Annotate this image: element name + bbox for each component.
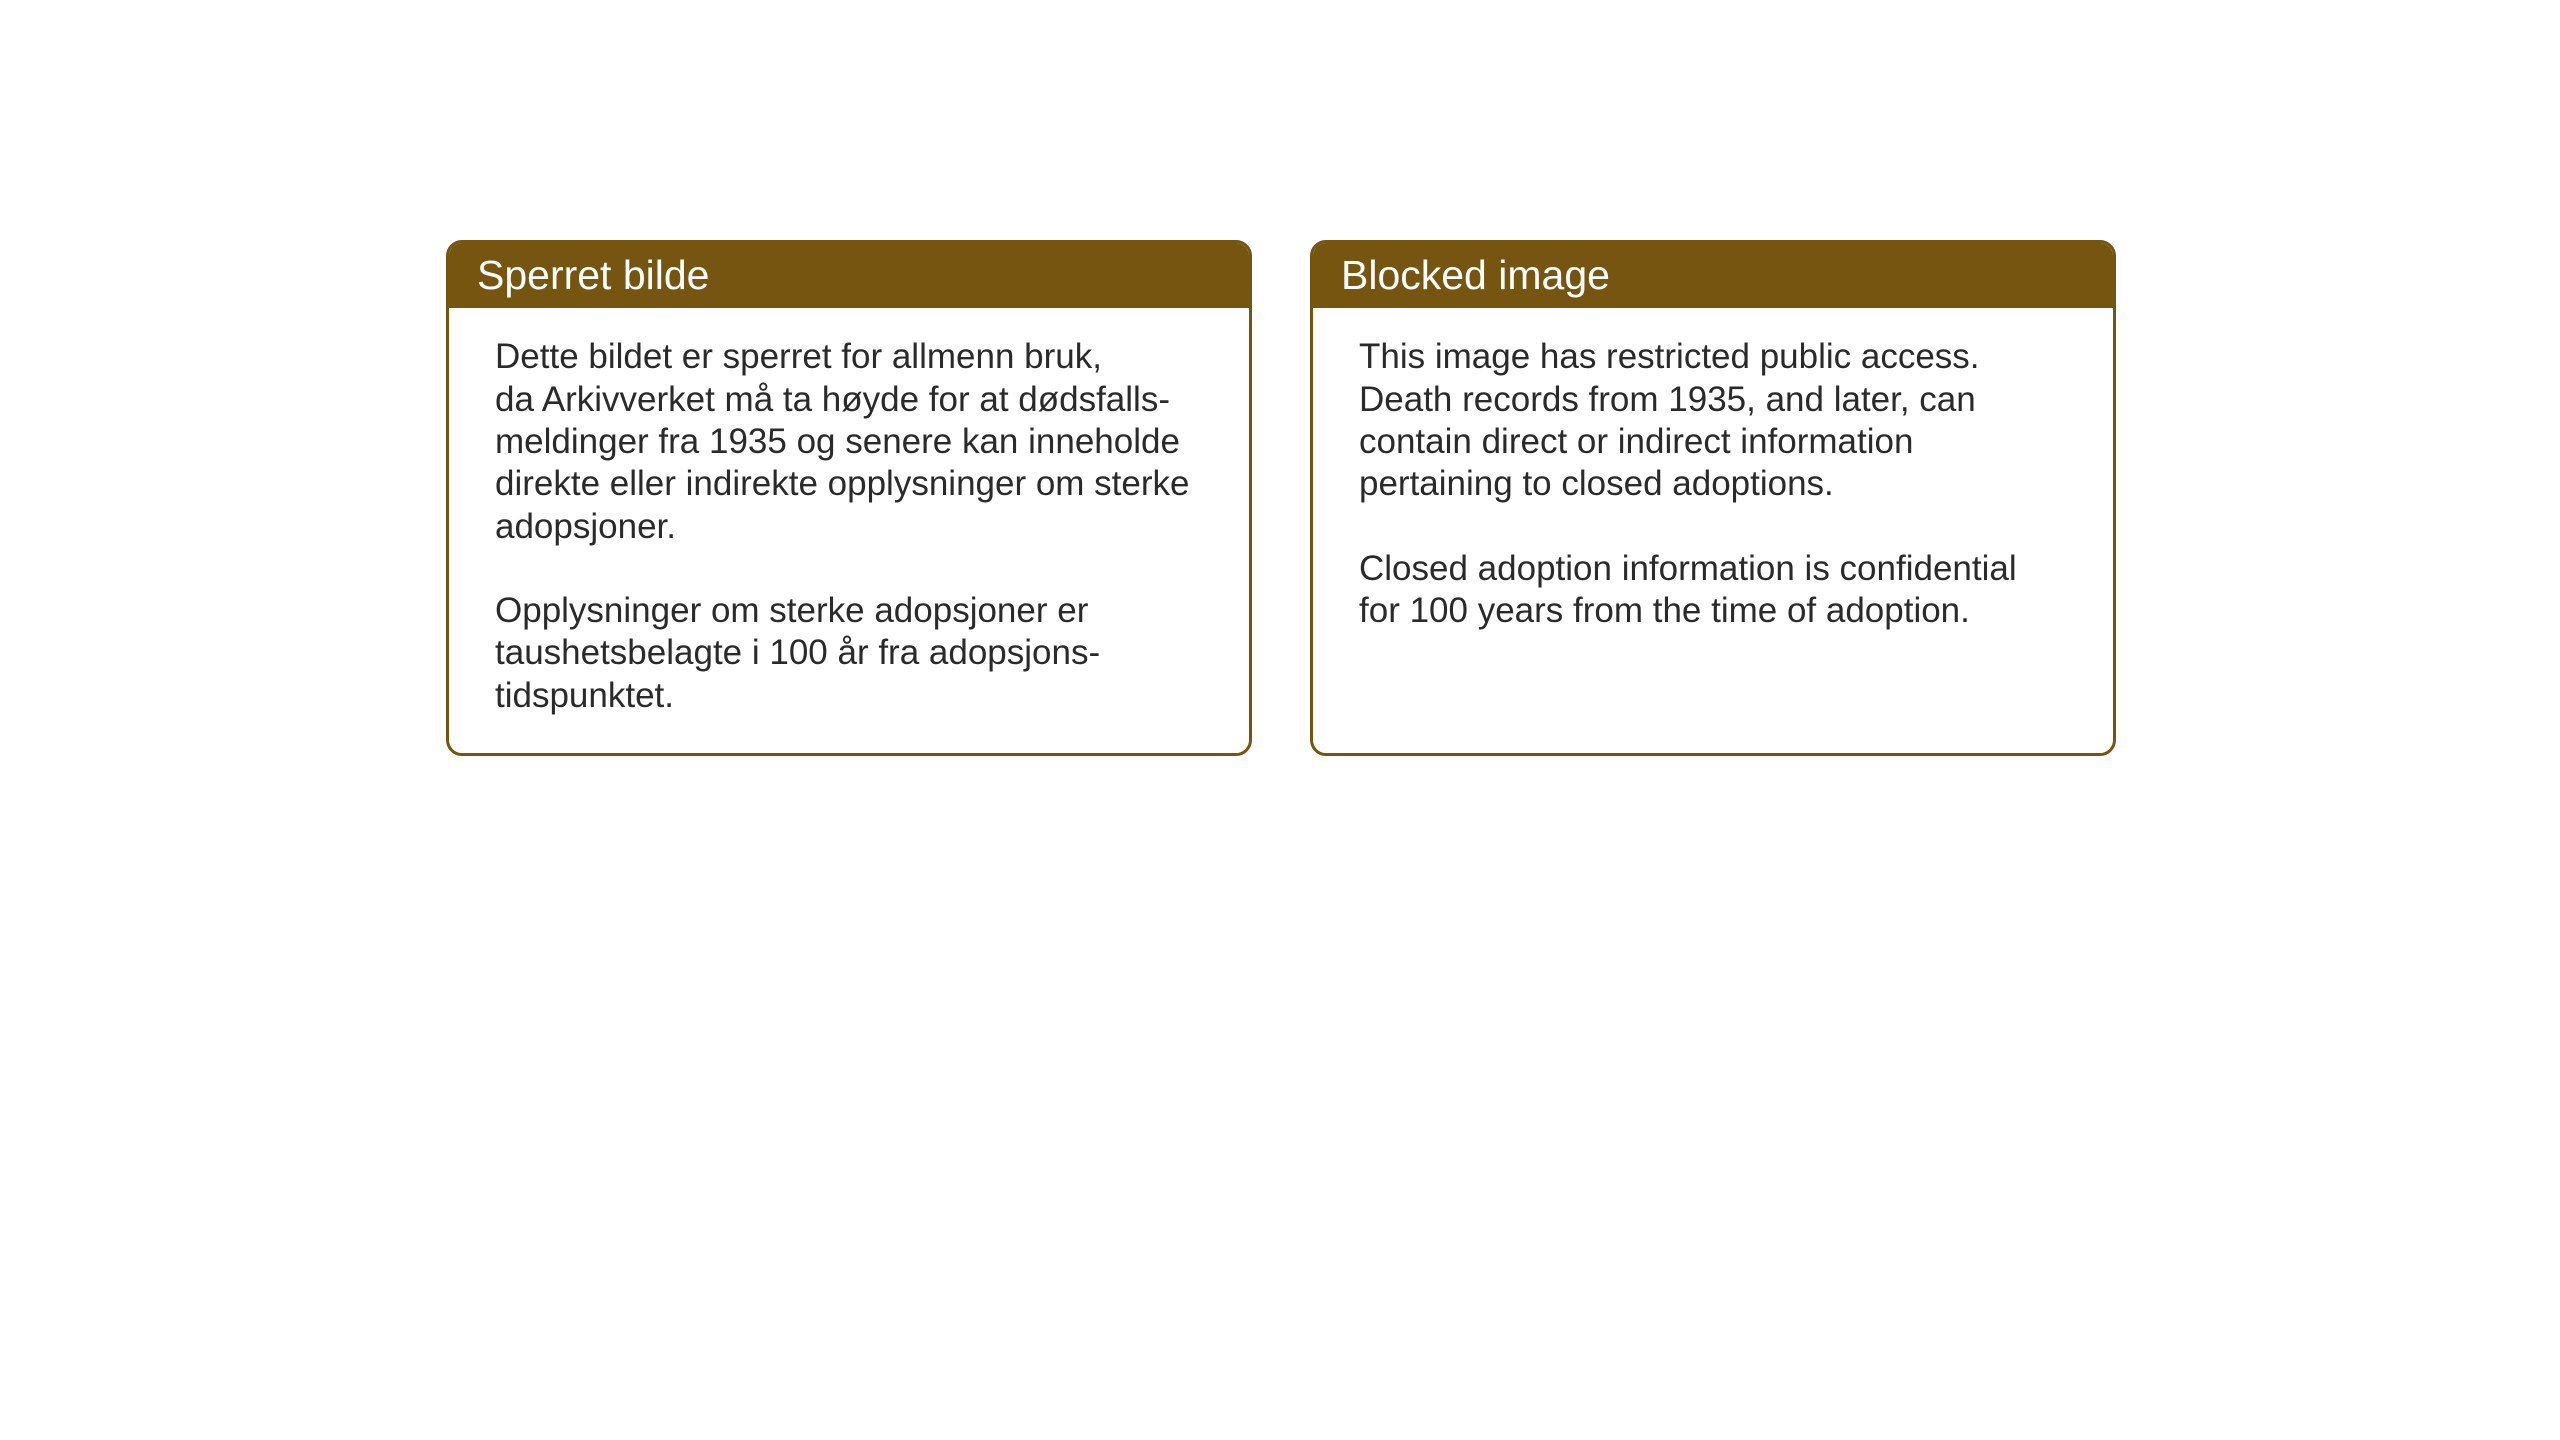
english-paragraph-1: This image has restricted public access.… xyxy=(1359,336,2067,505)
english-message-body: This image has restricted public access.… xyxy=(1313,308,2113,753)
norwegian-paragraph-2: Opplysninger om sterke adopsjoner er tau… xyxy=(495,590,1203,717)
norwegian-paragraph-1: Dette bildet er sperret for allmenn bruk… xyxy=(495,336,1203,548)
english-paragraph-2: Closed adoption information is confident… xyxy=(1359,548,2067,633)
english-message-box: Blocked image This image has restricted … xyxy=(1310,240,2116,756)
norwegian-message-title: Sperret bilde xyxy=(449,243,1249,308)
message-container: Sperret bilde Dette bildet er sperret fo… xyxy=(446,240,2116,756)
english-message-title: Blocked image xyxy=(1313,243,2113,308)
norwegian-message-body: Dette bildet er sperret for allmenn bruk… xyxy=(449,308,1249,753)
norwegian-message-box: Sperret bilde Dette bildet er sperret fo… xyxy=(446,240,1252,756)
